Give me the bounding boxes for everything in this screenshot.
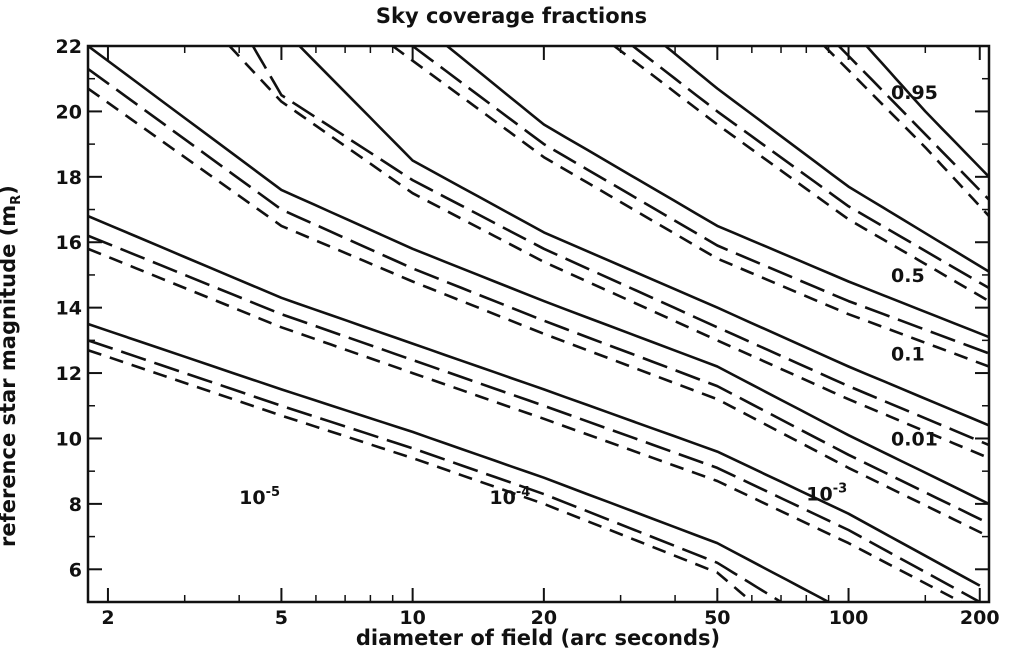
x-tick-label: 200: [960, 607, 1000, 629]
curve-6-solid: [865, 46, 989, 178]
curve-5-solid: [664, 46, 989, 273]
x-tick-label: 10: [399, 607, 425, 629]
y-axis-label-main: reference star magnitude (m: [0, 204, 20, 548]
y-tick-label: 14: [56, 298, 82, 320]
curve-1-solid: [88, 214, 981, 587]
x-tick-label: 100: [829, 607, 869, 629]
curve-3-solid: [298, 46, 989, 427]
y-axis-label-subscript: R: [9, 194, 25, 205]
curve-labels: 10-5 10-4 10-30.950.50.10.01: [239, 82, 938, 509]
curve-6-short-dash: [823, 46, 989, 217]
y-tick-label: 16: [56, 232, 82, 254]
curve-4-solid: [446, 46, 989, 339]
x-tick-label: 20: [531, 607, 557, 629]
y-axis-label: reference star magnitude (mR): [0, 116, 24, 616]
y-tick-label: 20: [56, 101, 82, 123]
curve-5-long-dash: [632, 46, 989, 290]
x-tick-label: 2: [101, 607, 114, 629]
plot-frame: [86, 44, 991, 604]
curve-1-long-dash: [88, 234, 981, 602]
curve-3-long-dash: [251, 46, 989, 447]
curve-group: [88, 46, 989, 602]
curve-2-long-dash: [88, 67, 989, 525]
curve-3-short-dash: [228, 46, 989, 460]
fraction-label: 0.95: [891, 82, 938, 104]
y-tick-label: 6: [69, 559, 82, 581]
curve-4-long-dash: [411, 46, 989, 355]
curve-0-short-dash: [88, 348, 753, 602]
power-label-base: 10: [239, 487, 265, 509]
curve-4-short-dash: [391, 46, 989, 368]
curve-2-solid: [88, 46, 989, 506]
chart-title: Sky coverage fractions: [375, 4, 648, 28]
y-tick-label: 12: [56, 363, 82, 385]
power-label-exponent: -4: [516, 485, 530, 500]
power-label-exponent: -5: [266, 485, 280, 500]
y-tick-label: 10: [56, 428, 82, 450]
y-axis: 6 8 10 12 14 16 18 20 22: [56, 36, 989, 603]
power-label-base: 10: [806, 484, 832, 506]
curve-5-short-dash: [613, 46, 989, 303]
x-axis-label: diameter of field (arc seconds): [355, 626, 721, 650]
fraction-label: 0.5: [891, 265, 925, 287]
y-tick-label: 22: [56, 36, 82, 58]
y-tick-label: 18: [56, 167, 82, 189]
power-label-base: 10: [489, 487, 515, 509]
curve-6-long-dash: [837, 46, 989, 201]
power-label: 10-5: [239, 485, 280, 509]
fraction-label: 0.01: [891, 428, 938, 450]
y-tick-label: 8: [69, 494, 82, 516]
x-axis: 2 5 10 20 50 100 200: [101, 46, 1000, 629]
power-label: 10-4: [489, 485, 530, 509]
curve-0-solid: [88, 322, 830, 602]
curve-1-short-dash: [88, 247, 964, 602]
power-label: 10-3: [806, 482, 847, 506]
power-label-exponent: -3: [833, 482, 847, 497]
curve-0-long-dash: [88, 339, 782, 602]
y-axis-label-close: ): [0, 185, 20, 195]
x-tick-label: 50: [704, 607, 730, 629]
x-tick-label: 5: [275, 607, 288, 629]
curve-2-short-dash: [88, 87, 989, 538]
fraction-label: 0.1: [891, 343, 925, 365]
